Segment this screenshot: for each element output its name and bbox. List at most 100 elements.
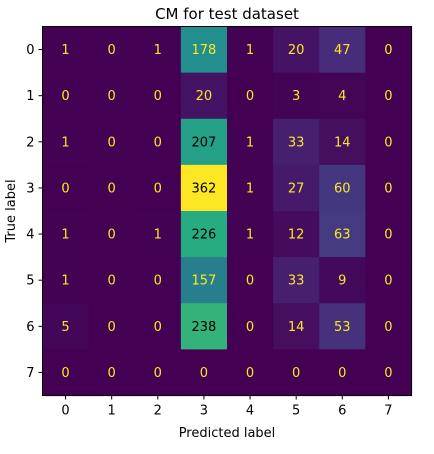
x-axis-ticks: 0 1 2 3 4 5 6 7 bbox=[61, 395, 393, 419]
heatmap-cell-r0-c5 bbox=[273, 26, 320, 74]
cell-value-label-r4-c7: 0 bbox=[384, 228, 392, 243]
cell-value-label-r7-c3: 0 bbox=[200, 366, 208, 381]
plot-frame bbox=[42, 26, 412, 396]
cell-value-label-r1-c4: 0 bbox=[246, 89, 254, 104]
cell-value-label-r5-c2: 0 bbox=[154, 274, 162, 289]
y-tick-label-6: 6 bbox=[26, 320, 34, 335]
chart-title: CM for test dataset bbox=[155, 5, 299, 23]
heatmap-cell-r6-c4 bbox=[227, 303, 274, 350]
heatmap-cell-r0-c7 bbox=[365, 26, 413, 74]
cell-value-label-r2-c1: 0 bbox=[108, 135, 116, 150]
cell-value-label-r2-c0: 1 bbox=[61, 135, 69, 150]
cell-value-label-r0-c1: 0 bbox=[108, 43, 116, 58]
y-tick-label-0: 0 bbox=[26, 43, 34, 58]
heatmap-cell-r7-c0 bbox=[42, 349, 90, 397]
y-tick-label-5: 5 bbox=[26, 274, 34, 289]
cell-value-label-r0-c3: 178 bbox=[192, 43, 217, 58]
cell-value-label-r3-c5: 27 bbox=[288, 181, 305, 196]
cell-value-label-r7-c7: 0 bbox=[384, 366, 392, 381]
x-tick-label-2: 2 bbox=[154, 404, 162, 419]
heatmap-cell-r2-c2 bbox=[134, 118, 182, 166]
heatmap-cell-r6-c5 bbox=[273, 303, 320, 350]
heatmap-cell-r1-c1 bbox=[88, 72, 136, 120]
heatmap-cell-r3-c6 bbox=[319, 164, 366, 212]
cell-value-label-r3-c0: 0 bbox=[61, 181, 69, 196]
cell-value-label-r6-c3: 238 bbox=[192, 320, 217, 335]
cell-value-label-r3-c7: 0 bbox=[384, 181, 392, 196]
cell-value-label-r0-c2: 1 bbox=[154, 43, 162, 58]
cell-value-label-r6-c6: 53 bbox=[334, 320, 351, 335]
heatmap-cell-r1-c7 bbox=[365, 72, 413, 120]
cell-value-label-r4-c4: 1 bbox=[246, 228, 254, 243]
heatmap-cell-r0-c0 bbox=[42, 26, 90, 74]
cell-value-label-r0-c7: 0 bbox=[384, 43, 392, 58]
cell-value-label-r7-c6: 0 bbox=[338, 366, 346, 381]
heatmap-cell-r5-c3 bbox=[180, 257, 228, 304]
y-tick-label-7: 7 bbox=[26, 366, 34, 381]
cell-value-label-r1-c3: 20 bbox=[196, 89, 213, 104]
heatmap-cell-r0-c6 bbox=[319, 26, 366, 74]
cell-value-label-r7-c0: 0 bbox=[61, 366, 69, 381]
heatmap-cell-r1-c3 bbox=[180, 72, 228, 120]
heatmap-cell-r2-c7 bbox=[365, 118, 413, 166]
heatmap-cell-r2-c0 bbox=[42, 118, 90, 166]
heatmap-cell-r4-c0 bbox=[42, 211, 90, 258]
heatmap-cells bbox=[42, 26, 413, 397]
heatmap-cell-r3-c4 bbox=[227, 164, 274, 212]
y-axis-label: True label bbox=[4, 179, 19, 243]
cell-value-label-r0-c0: 1 bbox=[61, 43, 69, 58]
cell-value-label-r4-c2: 1 bbox=[154, 228, 162, 243]
y-tick-label-2: 2 bbox=[26, 135, 34, 150]
cell-value-label-r1-c6: 4 bbox=[338, 89, 346, 104]
x-tick-label-6: 6 bbox=[338, 404, 346, 419]
heatmap-cell-r5-c1 bbox=[88, 257, 136, 304]
heatmap-cell-r7-c1 bbox=[88, 349, 136, 397]
heatmap-cell-r0-c2 bbox=[134, 26, 182, 74]
cell-value-label-r2-c2: 0 bbox=[154, 135, 162, 150]
heatmap-cell-r0-c1 bbox=[88, 26, 136, 74]
cell-value-labels: 1 0 1 178 1 20 47 00 0 0 20 0 3 4 01 0 0 207 1 33 14 00 0 0 362 1… bbox=[61, 43, 392, 381]
cell-value-label-r4-c3: 226 bbox=[192, 228, 217, 243]
heatmap-cell-r4-c3 bbox=[180, 211, 228, 258]
heatmap-cell-r1-c5 bbox=[273, 72, 320, 120]
cell-value-label-r1-c1: 0 bbox=[108, 89, 116, 104]
cell-value-label-r7-c1: 0 bbox=[108, 366, 116, 381]
heatmap-cell-r2-c6 bbox=[319, 118, 366, 166]
heatmap-cell-r4-c6 bbox=[319, 211, 366, 258]
heatmap-cell-r5-c7 bbox=[365, 257, 413, 304]
heatmap-cell-r4-c5 bbox=[273, 211, 320, 258]
cell-value-label-r4-c6: 63 bbox=[334, 228, 351, 243]
cell-value-label-r0-c6: 47 bbox=[334, 43, 351, 58]
cell-value-label-r6-c7: 0 bbox=[384, 320, 392, 335]
y-tick-label-1: 1 bbox=[26, 89, 34, 104]
cell-value-label-r3-c2: 0 bbox=[154, 181, 162, 196]
heatmap-cell-r0-c3 bbox=[180, 26, 228, 74]
y-axis-ticks: 0 1 2 3 4 5 6 7 bbox=[26, 43, 43, 381]
cell-value-label-r7-c4: 0 bbox=[246, 366, 254, 381]
y-tick-label-3: 3 bbox=[26, 181, 34, 196]
cell-value-label-r7-c2: 0 bbox=[154, 366, 162, 381]
heatmap-cell-r3-c0 bbox=[42, 164, 90, 212]
cell-value-label-r6-c5: 14 bbox=[288, 320, 305, 335]
heatmap-cell-r5-c2 bbox=[134, 257, 182, 304]
heatmap-cell-r6-c0 bbox=[42, 303, 90, 350]
y-tick-label-4: 4 bbox=[26, 228, 34, 243]
x-tick-label-4: 4 bbox=[246, 404, 254, 419]
heatmap-cell-r3-c5 bbox=[273, 164, 320, 212]
cell-value-label-r5-c6: 9 bbox=[338, 274, 346, 289]
heatmap-cell-r3-c1 bbox=[88, 164, 136, 212]
heatmap-cell-r4-c4 bbox=[227, 211, 274, 258]
cell-value-label-r3-c4: 1 bbox=[246, 181, 254, 196]
heatmap-cell-r4-c2 bbox=[134, 211, 182, 258]
cell-value-label-r0-c5: 20 bbox=[288, 43, 305, 58]
heatmap-cell-r5-c6 bbox=[319, 257, 366, 304]
heatmap-cell-r6-c2 bbox=[134, 303, 182, 350]
heatmap-cell-r0-c4 bbox=[227, 26, 274, 74]
heatmap-cell-r7-c3 bbox=[180, 349, 228, 397]
heatmap-cell-r5-c0 bbox=[42, 257, 90, 304]
x-tick-label-0: 0 bbox=[61, 404, 69, 419]
cell-value-label-r3-c1: 0 bbox=[108, 181, 116, 196]
x-tick-label-5: 5 bbox=[292, 404, 300, 419]
cell-value-label-r1-c7: 0 bbox=[384, 89, 392, 104]
